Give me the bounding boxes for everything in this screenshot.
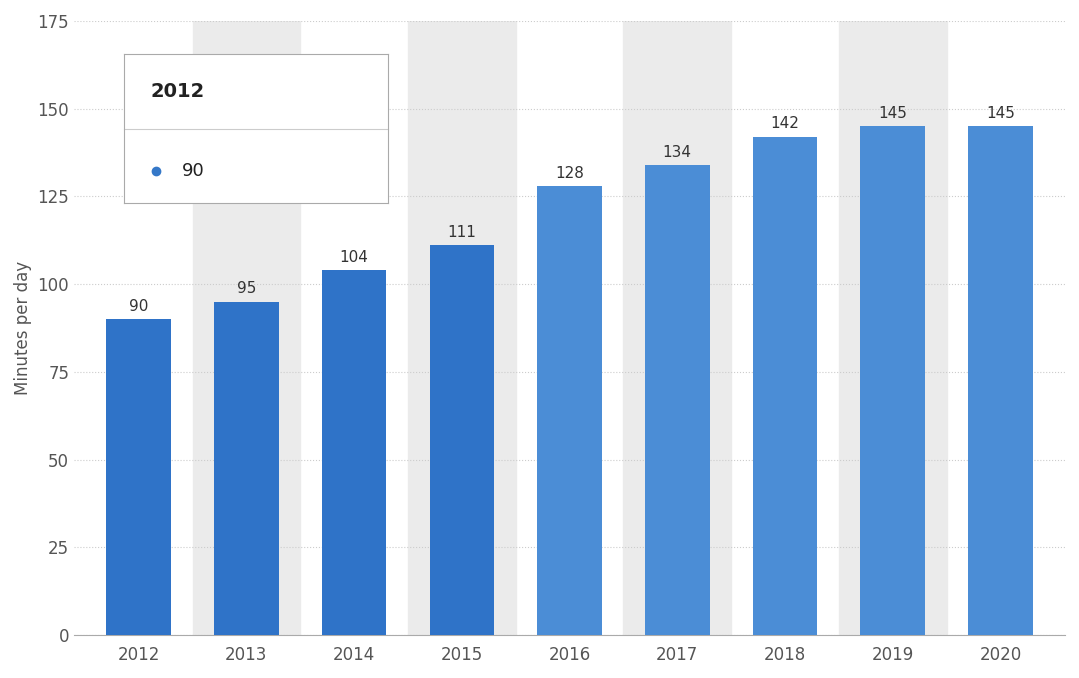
Y-axis label: Minutes per day: Minutes per day — [14, 261, 32, 395]
Bar — [968, 126, 1033, 635]
Text: 95: 95 — [236, 281, 256, 296]
Bar — [645, 165, 710, 635]
Bar — [408, 21, 516, 635]
Text: 2012: 2012 — [151, 82, 205, 101]
Text: 104: 104 — [340, 250, 369, 265]
Text: 134: 134 — [663, 144, 692, 159]
Bar — [838, 21, 946, 635]
Bar — [214, 302, 278, 635]
Bar — [537, 186, 602, 635]
Bar — [429, 245, 494, 635]
Bar — [192, 21, 300, 635]
Text: 145: 145 — [878, 106, 907, 121]
Text: 90: 90 — [182, 161, 205, 180]
Text: 90: 90 — [129, 299, 149, 314]
Bar — [107, 319, 170, 635]
Bar — [753, 137, 818, 635]
Bar — [860, 126, 925, 635]
Bar — [322, 270, 386, 635]
Bar — [624, 21, 732, 635]
Text: 111: 111 — [448, 225, 476, 240]
Text: 142: 142 — [770, 117, 800, 132]
Text: 145: 145 — [986, 106, 1015, 121]
Text: 128: 128 — [556, 165, 584, 180]
